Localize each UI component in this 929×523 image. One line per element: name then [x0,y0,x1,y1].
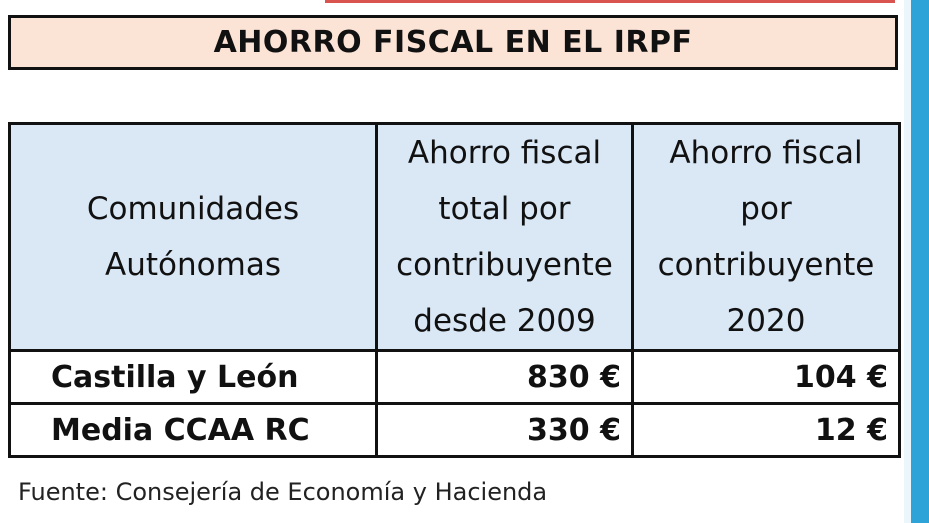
source-note: Fuente: Consejería de Economía y Haciend… [18,478,548,506]
row-total-since-2009: 330 € [375,402,634,458]
table-row: Media CCAA RC 330 € 12 € [8,402,901,458]
row-region: Media CCAA RC [8,402,378,458]
header-total-since-2009: Ahorro fiscal total por contribuyente de… [375,122,634,352]
side-accent-bar [911,0,929,523]
row-2020: 104 € [631,349,901,405]
row-total-since-2009: 830 € [375,349,634,405]
table-row: Castilla y León 830 € 104 € [8,349,901,405]
row-region: Castilla y León [8,349,378,405]
table-header-row: Comunidades Autónomas Ahorro fiscal tota… [8,122,901,352]
side-panel-edge [904,0,911,523]
header-2020: Ahorro fiscal por contribuyente 2020 [631,122,901,352]
top-accent-line [325,0,895,3]
table-title: AHORRO FISCAL EN EL IRPF [8,15,898,70]
irpf-savings-table: Comunidades Autónomas Ahorro fiscal tota… [8,122,901,458]
row-2020: 12 € [631,402,901,458]
header-regions: Comunidades Autónomas [8,122,378,352]
